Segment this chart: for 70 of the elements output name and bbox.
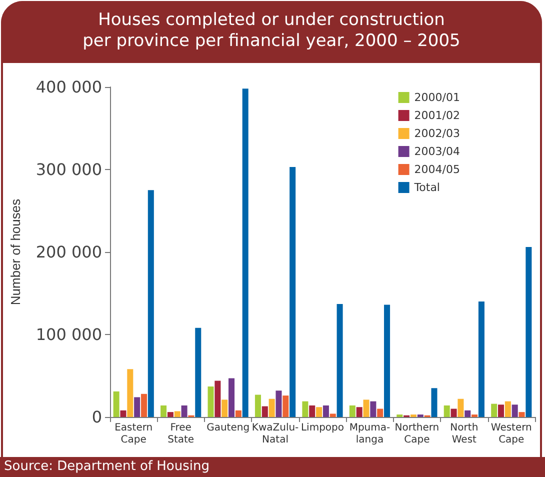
y-tick-label: 100 000 xyxy=(36,325,102,344)
y-axis-title: Number of houses xyxy=(8,198,23,306)
legend-label: Total xyxy=(413,181,440,194)
bar xyxy=(174,411,180,417)
bar xyxy=(498,404,504,417)
y-tick-label: 200 000 xyxy=(36,242,102,262)
bar xyxy=(282,396,289,417)
bar xyxy=(458,398,464,417)
bar xyxy=(167,412,174,417)
chart-title: Houses completed or under construction per province per financial year, 2000 – 2005 xyxy=(1,1,542,63)
y-tick-label: 300 000 xyxy=(36,160,102,179)
x-tick-label: Western Cape xyxy=(490,422,532,446)
bar xyxy=(526,247,532,417)
bar xyxy=(518,412,525,417)
bar xyxy=(322,405,329,417)
bar xyxy=(512,404,518,417)
bar xyxy=(228,378,235,417)
bar xyxy=(127,369,134,417)
bar xyxy=(140,394,147,417)
legend-label: 2003/04 xyxy=(414,145,460,158)
bar xyxy=(356,407,362,417)
x-tick-label: Northern Cape xyxy=(394,422,440,446)
bar xyxy=(195,328,202,417)
bar xyxy=(181,405,188,417)
x-tick-label: Gauteng xyxy=(206,422,250,434)
bar xyxy=(242,88,248,417)
legend-label: 2000/01 xyxy=(414,91,460,104)
bar xyxy=(349,405,356,417)
bar xyxy=(504,401,511,417)
bar xyxy=(214,380,221,417)
bar xyxy=(363,400,370,417)
bar xyxy=(262,406,268,417)
bar xyxy=(370,401,376,417)
source-note: Source: Department of Housing xyxy=(0,457,545,477)
x-tick-label: Eastern Cape xyxy=(114,422,153,446)
bar xyxy=(222,400,228,417)
bar xyxy=(330,414,336,417)
x-tick-label: North West xyxy=(450,422,478,446)
x-tick-label: Free State xyxy=(168,422,194,446)
bar xyxy=(377,408,384,417)
bar xyxy=(431,388,438,417)
bar xyxy=(148,190,154,417)
bar xyxy=(276,390,282,417)
bar xyxy=(160,405,167,417)
bar xyxy=(208,386,214,417)
bar xyxy=(464,410,471,417)
bar xyxy=(491,404,498,417)
bar xyxy=(302,401,308,417)
bar xyxy=(450,408,457,417)
bar xyxy=(478,302,484,417)
legend-label: 2004/05 xyxy=(414,163,460,176)
bar xyxy=(113,391,120,417)
legend-label: 2002/03 xyxy=(414,127,460,140)
x-tick-label: Mpuma- langa xyxy=(349,422,391,446)
x-tick-label: Limpopo xyxy=(300,422,344,434)
bar xyxy=(384,304,390,417)
x-tick-label: KwaZulu- Natal xyxy=(252,422,300,446)
y-tick-label: 400 000 xyxy=(36,78,102,96)
bar xyxy=(268,398,275,417)
bar xyxy=(444,405,450,417)
bar xyxy=(235,410,242,417)
bar xyxy=(134,397,140,417)
bar xyxy=(290,167,296,417)
bar xyxy=(254,394,261,417)
legend-label: 2001/02 xyxy=(414,109,460,122)
bar xyxy=(336,304,343,417)
bar xyxy=(309,405,316,417)
bar xyxy=(120,410,126,417)
bar xyxy=(316,407,322,417)
y-tick-label: 0 xyxy=(92,408,102,426)
